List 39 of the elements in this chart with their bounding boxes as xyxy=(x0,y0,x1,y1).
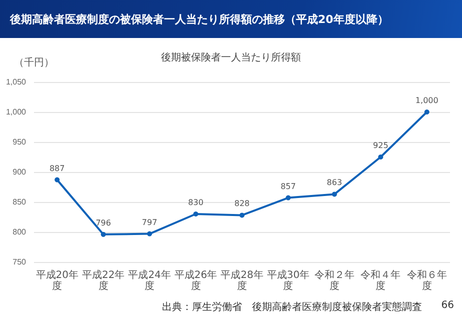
x-tick-label: 令和２年度 xyxy=(314,269,354,292)
x-tick-label: 平成28年度 xyxy=(220,269,264,292)
y-tick-label: 900 xyxy=(12,168,27,176)
data-label: 796 xyxy=(96,218,111,228)
point xyxy=(286,195,291,200)
point xyxy=(378,154,384,160)
x-tick-label: 平成24年度 xyxy=(128,269,171,292)
data-label: 857 xyxy=(280,182,296,191)
x-tick-label: 平成30年度 xyxy=(266,269,310,292)
x-tick-label: 平成26年度 xyxy=(174,269,218,292)
y-tick-label: 750 xyxy=(12,258,27,266)
x-tick-label: 平成22年度 xyxy=(82,269,125,292)
data-label: 863 xyxy=(326,178,342,188)
y-tick-label: 800 xyxy=(12,228,27,236)
y-axis-title: （千円） xyxy=(14,56,54,68)
point xyxy=(147,231,152,236)
point xyxy=(193,212,198,216)
point xyxy=(332,192,337,197)
x-tick-label: 平成20年度 xyxy=(36,269,78,292)
data-label: 797 xyxy=(142,218,158,227)
data-label: 925 xyxy=(373,141,388,150)
x-tick-label: 令和４年度 xyxy=(360,269,401,292)
point xyxy=(424,110,430,114)
y-tick-label: 850 xyxy=(12,198,27,206)
y-tick-label: 1,000 xyxy=(6,108,27,116)
x-tick-label: 令和６年度 xyxy=(406,269,447,292)
source-note: 出典：厚生労働省 後期高齢者医療制度被保険者実態調査 xyxy=(162,300,422,314)
data-label: 828 xyxy=(234,199,250,208)
data-label: 887 xyxy=(49,164,65,173)
y-tick-label: 1,050 xyxy=(6,78,27,86)
text: 66 xyxy=(441,300,454,311)
data-label: 830 xyxy=(188,198,204,207)
y-tick-label: 950 xyxy=(12,138,27,146)
chart-subtitle: 後期被保険者一人当たり所得額 xyxy=(161,52,301,64)
point xyxy=(54,177,60,182)
point xyxy=(100,232,106,237)
point xyxy=(240,212,244,218)
data-label: 1,000 xyxy=(415,96,438,105)
chart-title: 後期高齢者医療制度の被保険者一人当たり所得額の推移（平成20年度以降） xyxy=(10,12,388,27)
